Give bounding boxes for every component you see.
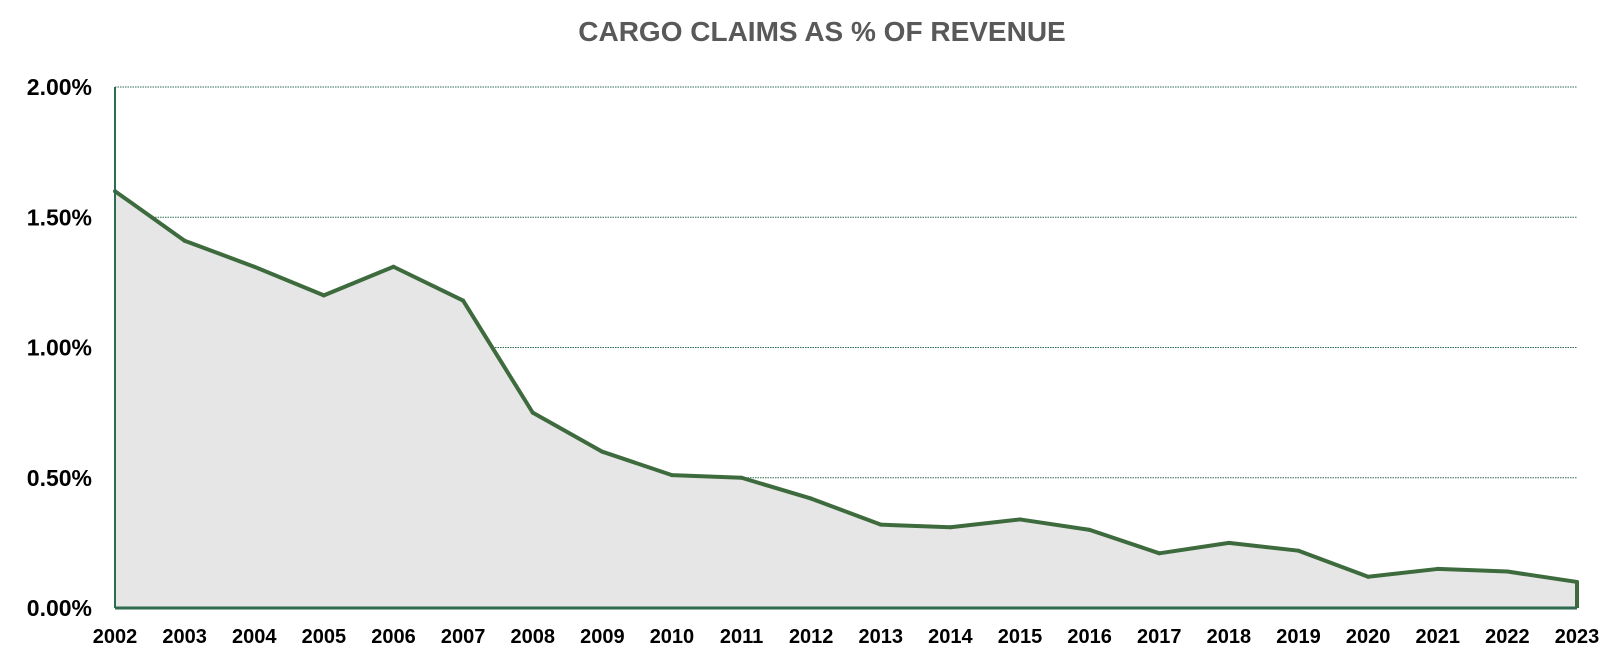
y-tick-label-0.50%: 0.50% (27, 465, 92, 491)
data-point-2008 (530, 410, 535, 415)
data-point-2022 (1505, 569, 1510, 574)
x-tick-label-2004: 2004 (232, 626, 277, 648)
x-tick-label-2007: 2007 (441, 626, 486, 648)
data-point-2018 (1226, 540, 1231, 545)
data-point-2010 (669, 473, 674, 478)
data-point-2014 (948, 525, 953, 530)
chart-title: CARGO CLAIMS AS % OF REVENUE (578, 16, 1065, 47)
x-tick-label-2021: 2021 (1416, 626, 1461, 648)
x-tick-label-2010: 2010 (650, 626, 695, 648)
data-point-2003 (182, 238, 187, 243)
x-tick-label-2019: 2019 (1276, 626, 1321, 648)
y-tick-label-1.50%: 1.50% (27, 204, 92, 230)
data-point-2005 (321, 293, 326, 298)
x-tick-label-2015: 2015 (998, 626, 1043, 648)
x-axis-ticks: 2002 2003 2004 2005 2006 2007 2008 2009 2010 2011… (93, 626, 1600, 648)
area-series (113, 189, 1579, 608)
data-point-2004 (252, 264, 257, 269)
data-point-2012 (809, 496, 814, 501)
data-point-2021 (1435, 566, 1440, 571)
y-tick-label-2.00%: 2.00% (27, 74, 92, 100)
data-point-2006 (391, 264, 396, 269)
y-tick-label-1.00%: 1.00% (27, 335, 92, 361)
y-tick-label-0.00%: 0.00% (27, 595, 92, 621)
data-point-2023 (1575, 579, 1579, 584)
x-tick-label-2020: 2020 (1346, 626, 1391, 648)
x-tick-label-2002: 2002 (93, 626, 138, 648)
data-point-2011 (739, 475, 744, 480)
x-tick-label-2022: 2022 (1485, 626, 1530, 648)
x-tick-label-2009: 2009 (580, 626, 625, 648)
data-point-2013 (878, 522, 883, 527)
x-tick-label-2011: 2011 (720, 626, 763, 648)
x-tick-label-2005: 2005 (302, 626, 347, 648)
x-tick-label-2018: 2018 (1207, 626, 1252, 648)
x-tick-label-2017: 2017 (1137, 626, 1182, 648)
data-point-2020 (1366, 574, 1371, 579)
x-tick-label-2012: 2012 (789, 626, 834, 648)
data-point-2017 (1157, 551, 1162, 556)
data-point-2007 (461, 298, 466, 303)
x-tick-label-2014: 2014 (928, 626, 973, 648)
data-point-2015 (1018, 517, 1023, 522)
data-point-2019 (1296, 548, 1301, 553)
data-point-2009 (600, 449, 605, 454)
x-tick-label-2016: 2016 (1067, 626, 1112, 648)
x-tick-label-2013: 2013 (859, 626, 904, 648)
x-tick-label-2006: 2006 (371, 626, 416, 648)
x-tick-label-2008: 2008 (510, 626, 555, 648)
x-tick-label-2003: 2003 (162, 626, 207, 648)
axes (114, 87, 1577, 610)
y-axis-ticks: 0.00% 0.50% 1.00% 1.50% 2.00% (27, 74, 92, 621)
x-tick-label-2023: 2023 (1555, 626, 1600, 648)
data-point-2016 (1087, 527, 1092, 532)
area-fill (115, 191, 1577, 608)
